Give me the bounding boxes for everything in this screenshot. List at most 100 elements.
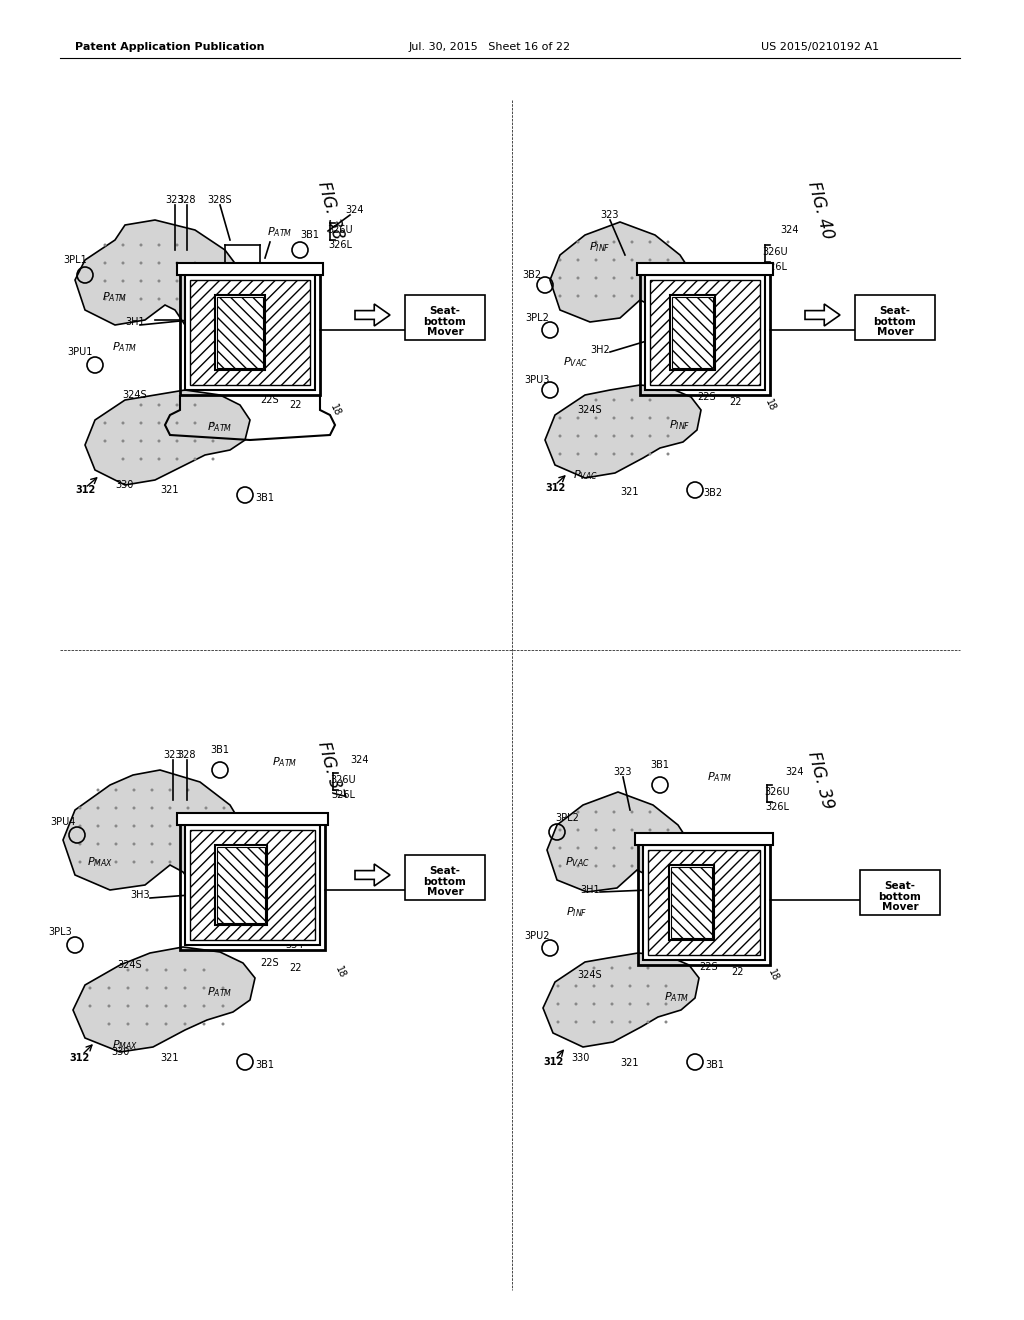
Text: 312: 312 (543, 1057, 563, 1067)
Text: $P_{ATM}$: $P_{ATM}$ (708, 770, 732, 784)
Text: $P_{ATM}$: $P_{ATM}$ (102, 290, 128, 304)
Circle shape (646, 985, 649, 987)
Circle shape (667, 259, 670, 261)
Circle shape (96, 861, 99, 863)
Text: 22: 22 (289, 400, 301, 411)
Circle shape (648, 417, 651, 420)
Bar (643, 845, 765, 960)
Text: 3B1: 3B1 (706, 1060, 725, 1071)
Circle shape (194, 280, 197, 282)
Circle shape (186, 788, 189, 792)
Text: 324: 324 (346, 205, 365, 215)
Circle shape (595, 399, 597, 401)
Circle shape (108, 1023, 111, 1026)
Circle shape (96, 825, 99, 828)
Text: 326L: 326L (328, 240, 352, 249)
Circle shape (577, 453, 580, 455)
Circle shape (139, 280, 142, 282)
Text: $P_{INF}$: $P_{INF}$ (566, 906, 588, 919)
Text: bottom: bottom (424, 876, 467, 887)
Bar (185, 275, 315, 389)
Circle shape (165, 986, 168, 990)
Circle shape (212, 421, 214, 425)
Circle shape (558, 434, 561, 437)
Text: 3PU4: 3PU4 (50, 817, 76, 828)
Circle shape (221, 1023, 224, 1026)
Circle shape (169, 861, 171, 863)
Text: 3B1: 3B1 (256, 1060, 274, 1071)
Circle shape (122, 243, 125, 247)
Circle shape (631, 810, 634, 813)
Circle shape (631, 259, 634, 261)
Text: $P_{ATM}$: $P_{ATM}$ (208, 420, 232, 434)
Text: Mover: Mover (427, 887, 463, 896)
Bar (190, 280, 310, 385)
Circle shape (103, 243, 106, 247)
Text: bottom: bottom (873, 317, 916, 327)
Circle shape (151, 825, 154, 828)
Circle shape (631, 846, 634, 850)
Text: 22: 22 (289, 964, 301, 973)
Circle shape (631, 829, 634, 832)
Bar (672, 297, 713, 368)
Bar (855, 294, 935, 341)
Circle shape (558, 846, 561, 850)
Circle shape (631, 453, 634, 455)
Text: 324: 324 (785, 767, 804, 777)
Text: bottom: bottom (879, 892, 922, 902)
Circle shape (122, 297, 125, 301)
Text: 321: 321 (161, 484, 179, 495)
Circle shape (186, 861, 189, 863)
Circle shape (558, 294, 561, 297)
Circle shape (648, 399, 651, 401)
Text: $P_{INF}$: $P_{INF}$ (670, 418, 691, 432)
Text: 324S: 324S (578, 970, 602, 979)
Text: 330: 330 (111, 1047, 129, 1057)
Text: $P_{ATM}$: $P_{ATM}$ (272, 755, 298, 768)
Circle shape (186, 825, 189, 828)
Circle shape (158, 297, 161, 301)
Circle shape (108, 986, 111, 990)
Circle shape (610, 1002, 613, 1006)
Text: 332: 332 (296, 830, 314, 840)
Circle shape (108, 1005, 111, 1007)
Circle shape (558, 865, 561, 867)
Circle shape (103, 297, 106, 301)
Circle shape (175, 404, 178, 407)
Circle shape (556, 985, 559, 987)
Circle shape (183, 1005, 186, 1007)
Bar (406, 855, 485, 900)
Circle shape (595, 294, 597, 297)
Text: 3PL1: 3PL1 (63, 255, 87, 265)
Circle shape (115, 788, 118, 792)
Circle shape (667, 276, 670, 280)
Circle shape (612, 276, 615, 280)
Circle shape (631, 399, 634, 401)
Circle shape (139, 404, 142, 407)
Text: 323: 323 (164, 750, 182, 760)
Circle shape (203, 969, 206, 972)
Circle shape (612, 434, 615, 437)
Circle shape (577, 294, 580, 297)
Circle shape (610, 966, 613, 969)
Text: 326L: 326L (331, 789, 355, 800)
Text: 18: 18 (763, 397, 777, 413)
Circle shape (158, 261, 161, 264)
Circle shape (577, 434, 580, 437)
Circle shape (115, 825, 118, 828)
Text: 326U: 326U (764, 787, 790, 797)
Circle shape (175, 421, 178, 425)
Circle shape (103, 261, 106, 264)
Text: 324S: 324S (123, 389, 147, 400)
Text: 326U: 326U (762, 247, 787, 257)
Circle shape (612, 259, 615, 261)
Bar (648, 850, 760, 954)
Circle shape (103, 280, 106, 282)
Circle shape (139, 297, 142, 301)
Text: FIG. 38: FIG. 38 (313, 180, 346, 240)
Text: $P_{VAC}$: $P_{VAC}$ (572, 469, 597, 482)
Circle shape (205, 807, 208, 809)
Circle shape (183, 969, 186, 972)
Circle shape (151, 861, 154, 863)
Circle shape (612, 399, 615, 401)
